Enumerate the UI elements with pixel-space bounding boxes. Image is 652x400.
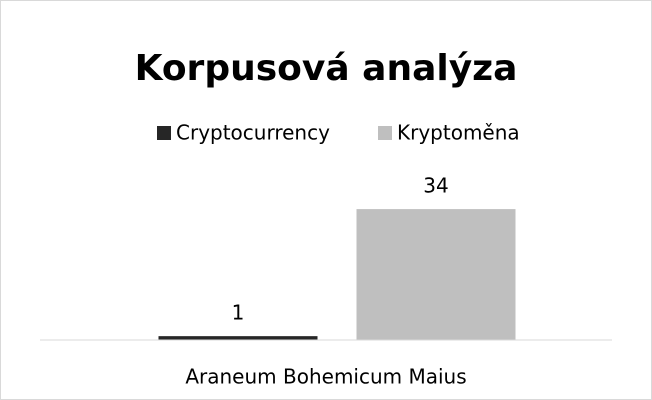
data-label: 34 xyxy=(423,174,448,198)
legend-swatch xyxy=(157,126,171,140)
legend-label: Kryptoměna xyxy=(397,121,520,145)
legend-swatch xyxy=(378,126,392,140)
chart-title: Korpusová analýza xyxy=(135,48,518,89)
bar xyxy=(356,209,516,340)
bar xyxy=(158,336,318,340)
data-label: 1 xyxy=(232,301,245,325)
legend-label: Cryptocurrency xyxy=(176,121,330,145)
x-tick-label: Araneum Bohemicum Maius xyxy=(185,365,466,389)
